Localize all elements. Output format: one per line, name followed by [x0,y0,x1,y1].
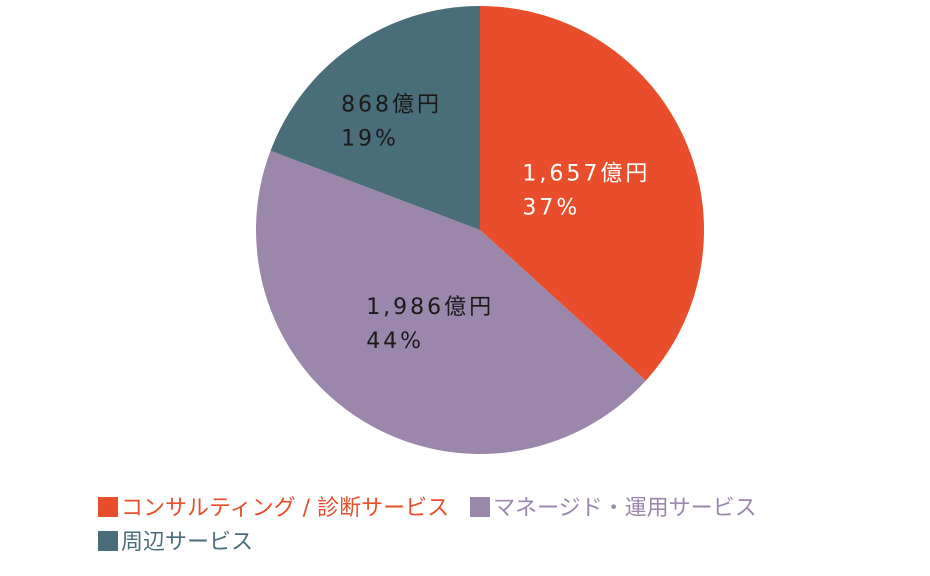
pie-chart: 1,657億円 37% 1,986億円 44% 868億円 19% [255,6,705,455]
legend-item-peripheral: 周辺サービス [98,526,253,560]
legend-label-peripheral: 周辺サービス [121,530,254,555]
slice-percent-label-peripheral: 19% [341,127,399,152]
legend-swatch-consulting [98,497,118,517]
legend-swatch-managed [470,497,491,517]
slice-percent-label-managed: 44% [366,329,424,354]
slice-value-label-managed: 1,986億円 [366,295,494,320]
pie-slice-peripheral [270,6,480,230]
legend-swatch-peripheral [98,531,118,551]
legend: コンサルティング / 診断サービス マネージド・運用サービス 周辺サービス [98,492,898,560]
slice-value-label-consulting: 1,657億円 [522,162,650,187]
legend-item-consulting: コンサルティング / 診断サービス [98,492,449,526]
slice-value-label-peripheral: 868億円 [341,93,442,118]
legend-item-managed: マネージド・運用サービス [470,492,757,526]
pie-slice-managed [255,150,646,455]
slice-percent-label-consulting: 37% [522,196,580,221]
legend-label-consulting: コンサルティング / 診断サービス [121,496,450,521]
legend-label-managed: マネージド・運用サービス [493,496,757,521]
pie-slice-consulting [480,6,705,381]
